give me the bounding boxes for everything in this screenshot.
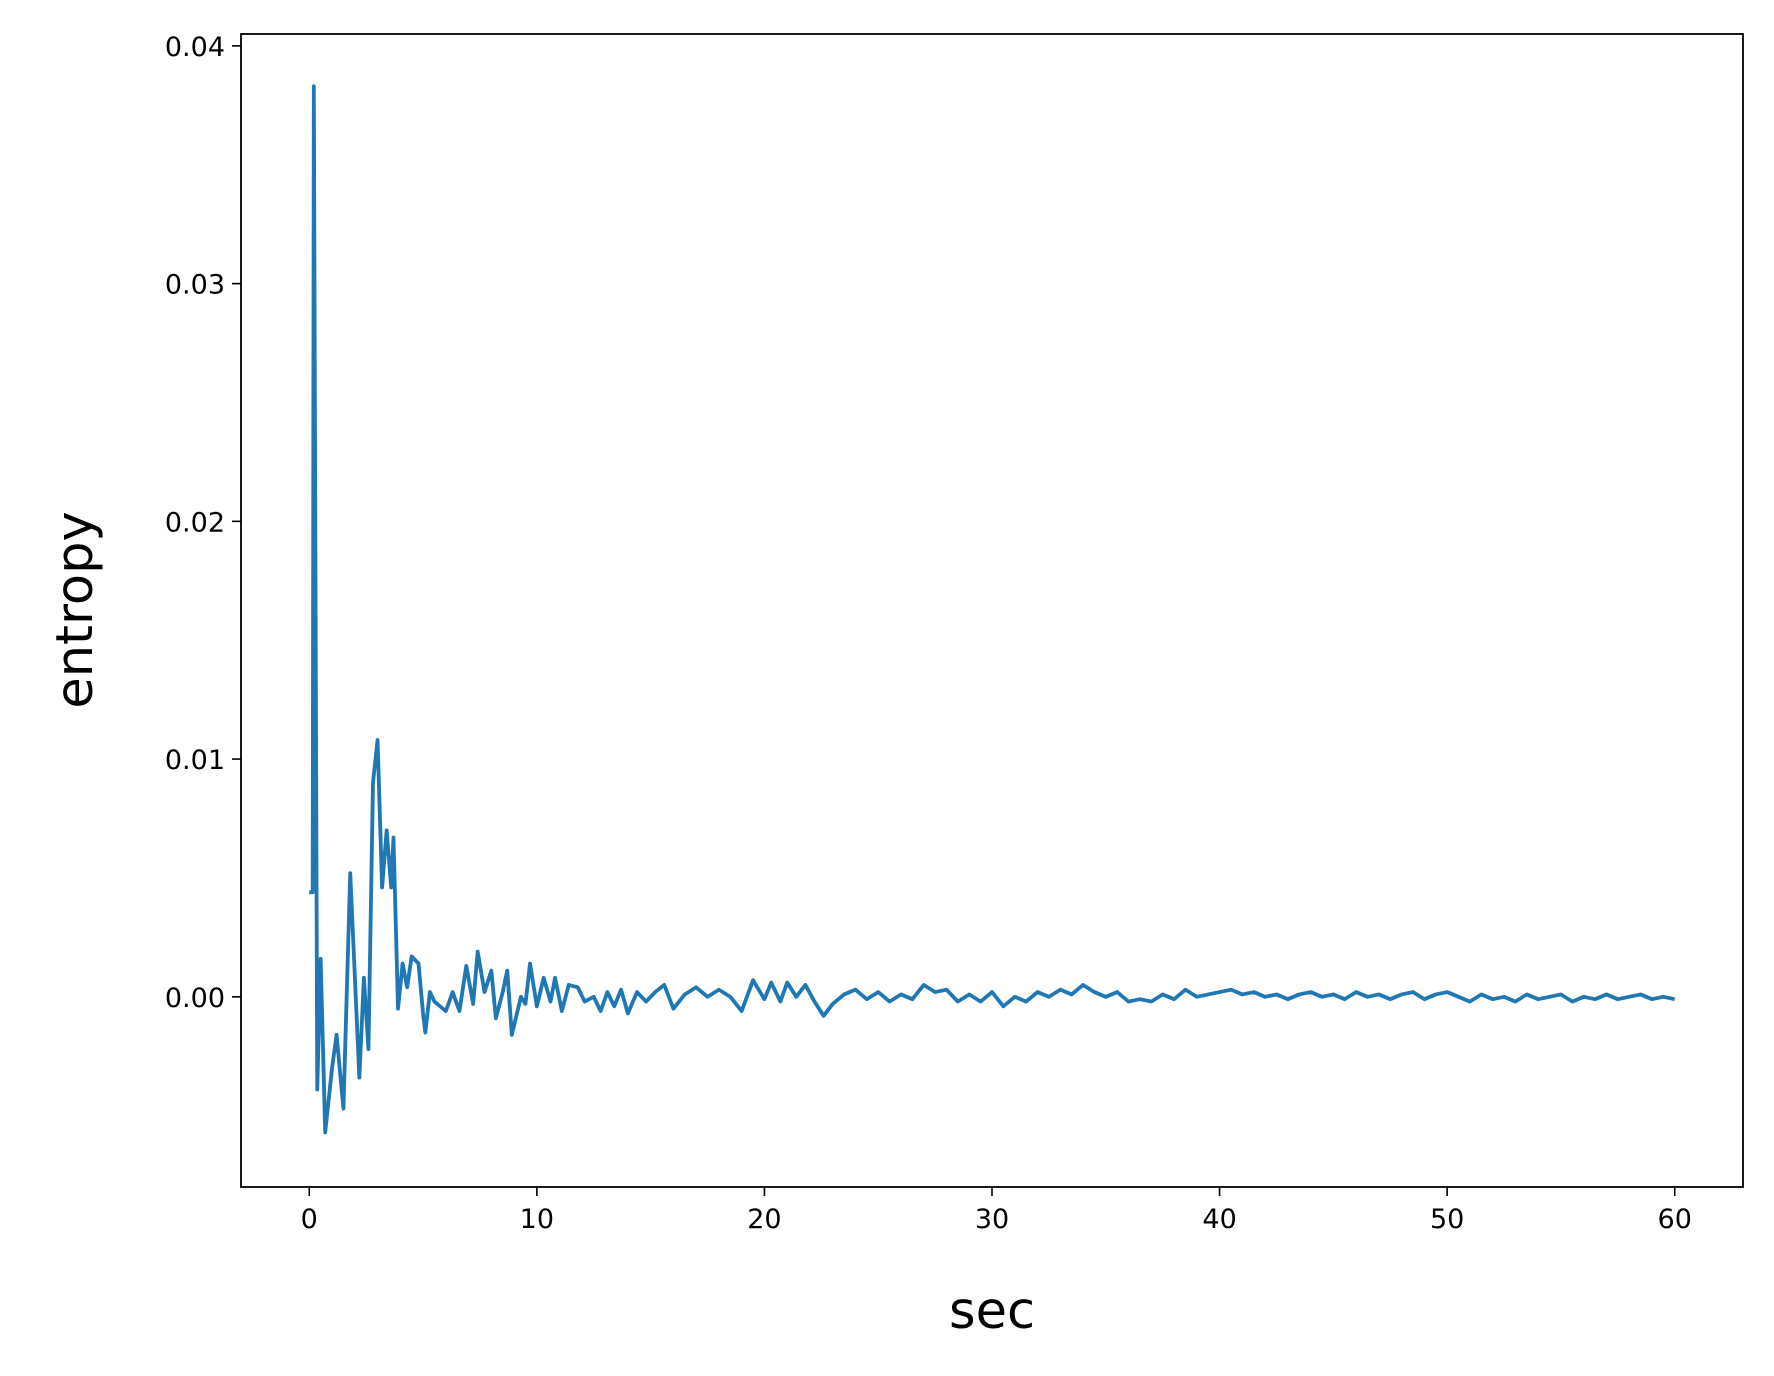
x-tick-label: 30 — [975, 1204, 1009, 1235]
y-tick-label: 0.00 — [165, 983, 225, 1014]
x-tick-label: 40 — [1202, 1204, 1236, 1235]
x-tick-label: 60 — [1658, 1204, 1692, 1235]
y-axis-label: entropy — [46, 511, 105, 708]
data-line — [309, 84, 1676, 1135]
x-axis-label: sec — [949, 1282, 1035, 1341]
plot-frame — [240, 33, 1744, 1188]
y-tick-label: 0.01 — [165, 745, 225, 776]
y-tick-label: 0.04 — [165, 32, 225, 63]
x-tick-label: 10 — [520, 1204, 554, 1235]
y-tick-label: 0.03 — [165, 270, 225, 301]
x-tick-label: 50 — [1430, 1204, 1464, 1235]
x-tick-label: 0 — [301, 1204, 318, 1235]
x-tick-label: 20 — [747, 1204, 781, 1235]
y-tick-label: 0.02 — [165, 507, 225, 538]
